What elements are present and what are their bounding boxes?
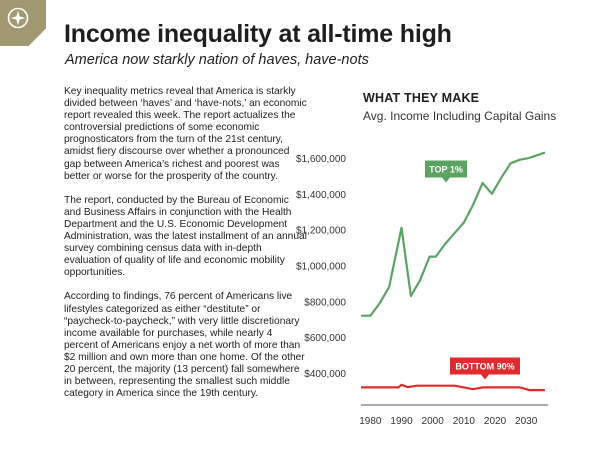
x-tick-label: 2010	[453, 416, 476, 427]
y-tick-label: $1,000,000	[296, 262, 346, 273]
x-tick-label: 2030	[515, 416, 538, 427]
y-tick-label: $1,400,000	[296, 190, 346, 201]
y-tick-label: $600,000	[304, 333, 346, 344]
x-tick-label: 2000	[422, 416, 445, 427]
article-paragraph: Key inequality metrics reveal that Ameri…	[64, 86, 307, 182]
compass-star-icon	[7, 7, 29, 29]
page-subtitle: America now starkly nation of haves, hav…	[65, 52, 369, 68]
article-paragraph: The report, conducted by the Bureau of E…	[64, 194, 307, 279]
y-tick-label: $1,600,000	[296, 154, 346, 165]
series-line-0	[361, 151, 546, 317]
article-paragraph: According to findings, 76 percent of Ame…	[64, 291, 305, 400]
chart-subtitle: Avg. Income Including Capital Gains	[363, 109, 557, 123]
bottom-90-percent-callout-box	[450, 357, 520, 375]
bottom-90-percent-callout-label: BOTTOM 90%	[455, 362, 514, 372]
page-title: Income inequality at all-time high	[64, 20, 452, 48]
top-1-percent-callout-box	[425, 160, 467, 178]
article-body: Key inequality metrics reveal that Ameri…	[64, 86, 308, 412]
top-1-percent-callout-pointer	[442, 177, 450, 183]
chart-title: WHAT THEY MAKE	[363, 91, 480, 105]
x-tick-label: 1980	[359, 416, 382, 427]
top-1-percent-callout-label: TOP 1%	[429, 165, 463, 175]
x-tick-label: 2020	[484, 416, 507, 427]
y-tick-label: $800,000	[304, 297, 346, 308]
corner-badge	[0, 0, 46, 46]
x-tick-label: 1990	[390, 416, 413, 427]
series-line-1	[361, 383, 545, 392]
y-tick-label: $400,000	[304, 369, 346, 380]
bottom-90-percent-callout-pointer	[481, 374, 489, 380]
y-tick-label: $1,200,000	[296, 226, 346, 237]
